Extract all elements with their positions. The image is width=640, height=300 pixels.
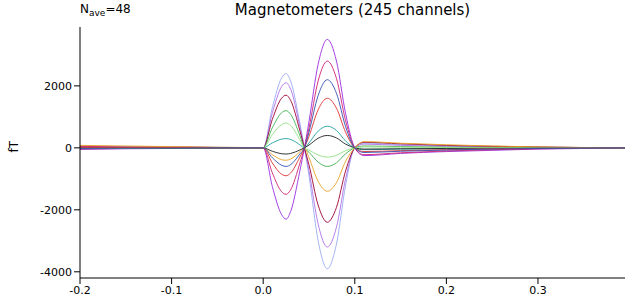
svg-text:2000: 2000 — [44, 80, 72, 93]
svg-text:0.1: 0.1 — [346, 284, 364, 297]
svg-text:0.2: 0.2 — [438, 284, 456, 297]
svg-text:-4000: -4000 — [40, 266, 72, 279]
html-text:Nave=48: Nave=48 — [80, 2, 131, 19]
svg-text:-0.1: -0.1 — [161, 284, 182, 297]
svg-text:0.0: 0.0 — [254, 284, 272, 297]
svg-text:-2000: -2000 — [40, 204, 72, 217]
html-text:Magnetometers (245 channels): Magnetometers (245 channels) — [234, 1, 471, 19]
svg-text:fT: fT — [8, 140, 21, 152]
svg-text:0: 0 — [65, 142, 72, 155]
svg-text:-0.2: -0.2 — [69, 284, 90, 297]
svg-text:0.3: 0.3 — [529, 284, 547, 297]
